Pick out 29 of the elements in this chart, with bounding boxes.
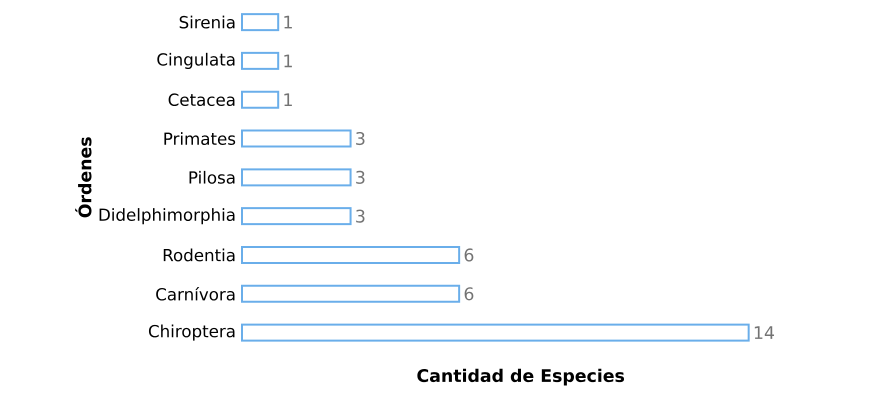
bar	[241, 284, 460, 303]
bar	[241, 52, 280, 70]
bar	[241, 90, 280, 109]
y-tick-label: Cingulata	[157, 52, 234, 69]
data-label: 3	[356, 210, 364, 223]
y-tick-label: Rodentia	[164, 248, 234, 262]
data-label: 1	[284, 54, 292, 68]
data-label: 1	[284, 93, 292, 106]
data-label: 1	[284, 16, 292, 28]
bar	[241, 130, 352, 148]
y-tick-label: Pilosa	[190, 170, 234, 184]
y-tick-label: Chiroptera	[148, 324, 234, 341]
y-tick-label: Didelphimorphia	[100, 208, 234, 224]
y-tick-label: Carnívora	[156, 287, 234, 301]
data-label: 3	[356, 132, 364, 146]
bar	[241, 207, 352, 226]
bar	[241, 168, 352, 186]
y-tick-label: Cetacea	[168, 93, 234, 106]
bar	[241, 246, 460, 264]
y-tick-label: Sirenia	[180, 16, 234, 29]
bar	[241, 13, 280, 32]
y-axis-title: Órdenes	[75, 137, 92, 218]
data-label: 6	[464, 248, 474, 262]
data-label: 3	[356, 170, 364, 184]
x-axis-title: Cantidad de Especies	[417, 368, 624, 386]
data-label: 14	[754, 326, 774, 339]
data-label: 6	[464, 287, 474, 300]
y-tick-label: Primates	[164, 132, 236, 145]
bar	[241, 324, 750, 342]
